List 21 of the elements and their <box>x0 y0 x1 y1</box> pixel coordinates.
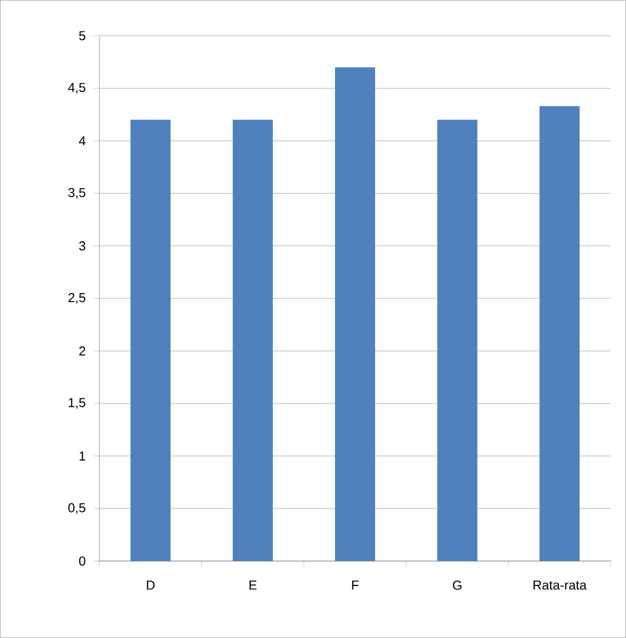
y-tick-label: 4 <box>78 136 86 146</box>
y-tick-label: 0 <box>79 556 86 566</box>
y-tick-label: 1 <box>80 452 86 460</box>
x-tick-label: E <box>250 580 257 590</box>
bar <box>335 67 376 562</box>
x-tick-label: F <box>352 580 359 590</box>
y-tick-label: 1,5 <box>68 398 86 409</box>
y-tick-label: 3,5 <box>68 188 86 199</box>
x-tick-label: G <box>452 580 462 590</box>
y-tick-label: 5 <box>79 31 86 40</box>
y-tick-label: 2 <box>79 346 86 356</box>
bar <box>437 120 478 562</box>
bar <box>130 120 171 562</box>
y-tick-label: 0,5 <box>68 503 86 514</box>
x-tick-label: Rata-rata <box>534 580 587 590</box>
x-tick-label: D <box>146 580 155 590</box>
y-tick-label: 2,5 <box>68 293 86 304</box>
bar <box>232 120 273 562</box>
bar <box>540 106 580 562</box>
y-tick-label: 4,5 <box>68 82 86 94</box>
y-tick-label: 3 <box>79 241 86 250</box>
